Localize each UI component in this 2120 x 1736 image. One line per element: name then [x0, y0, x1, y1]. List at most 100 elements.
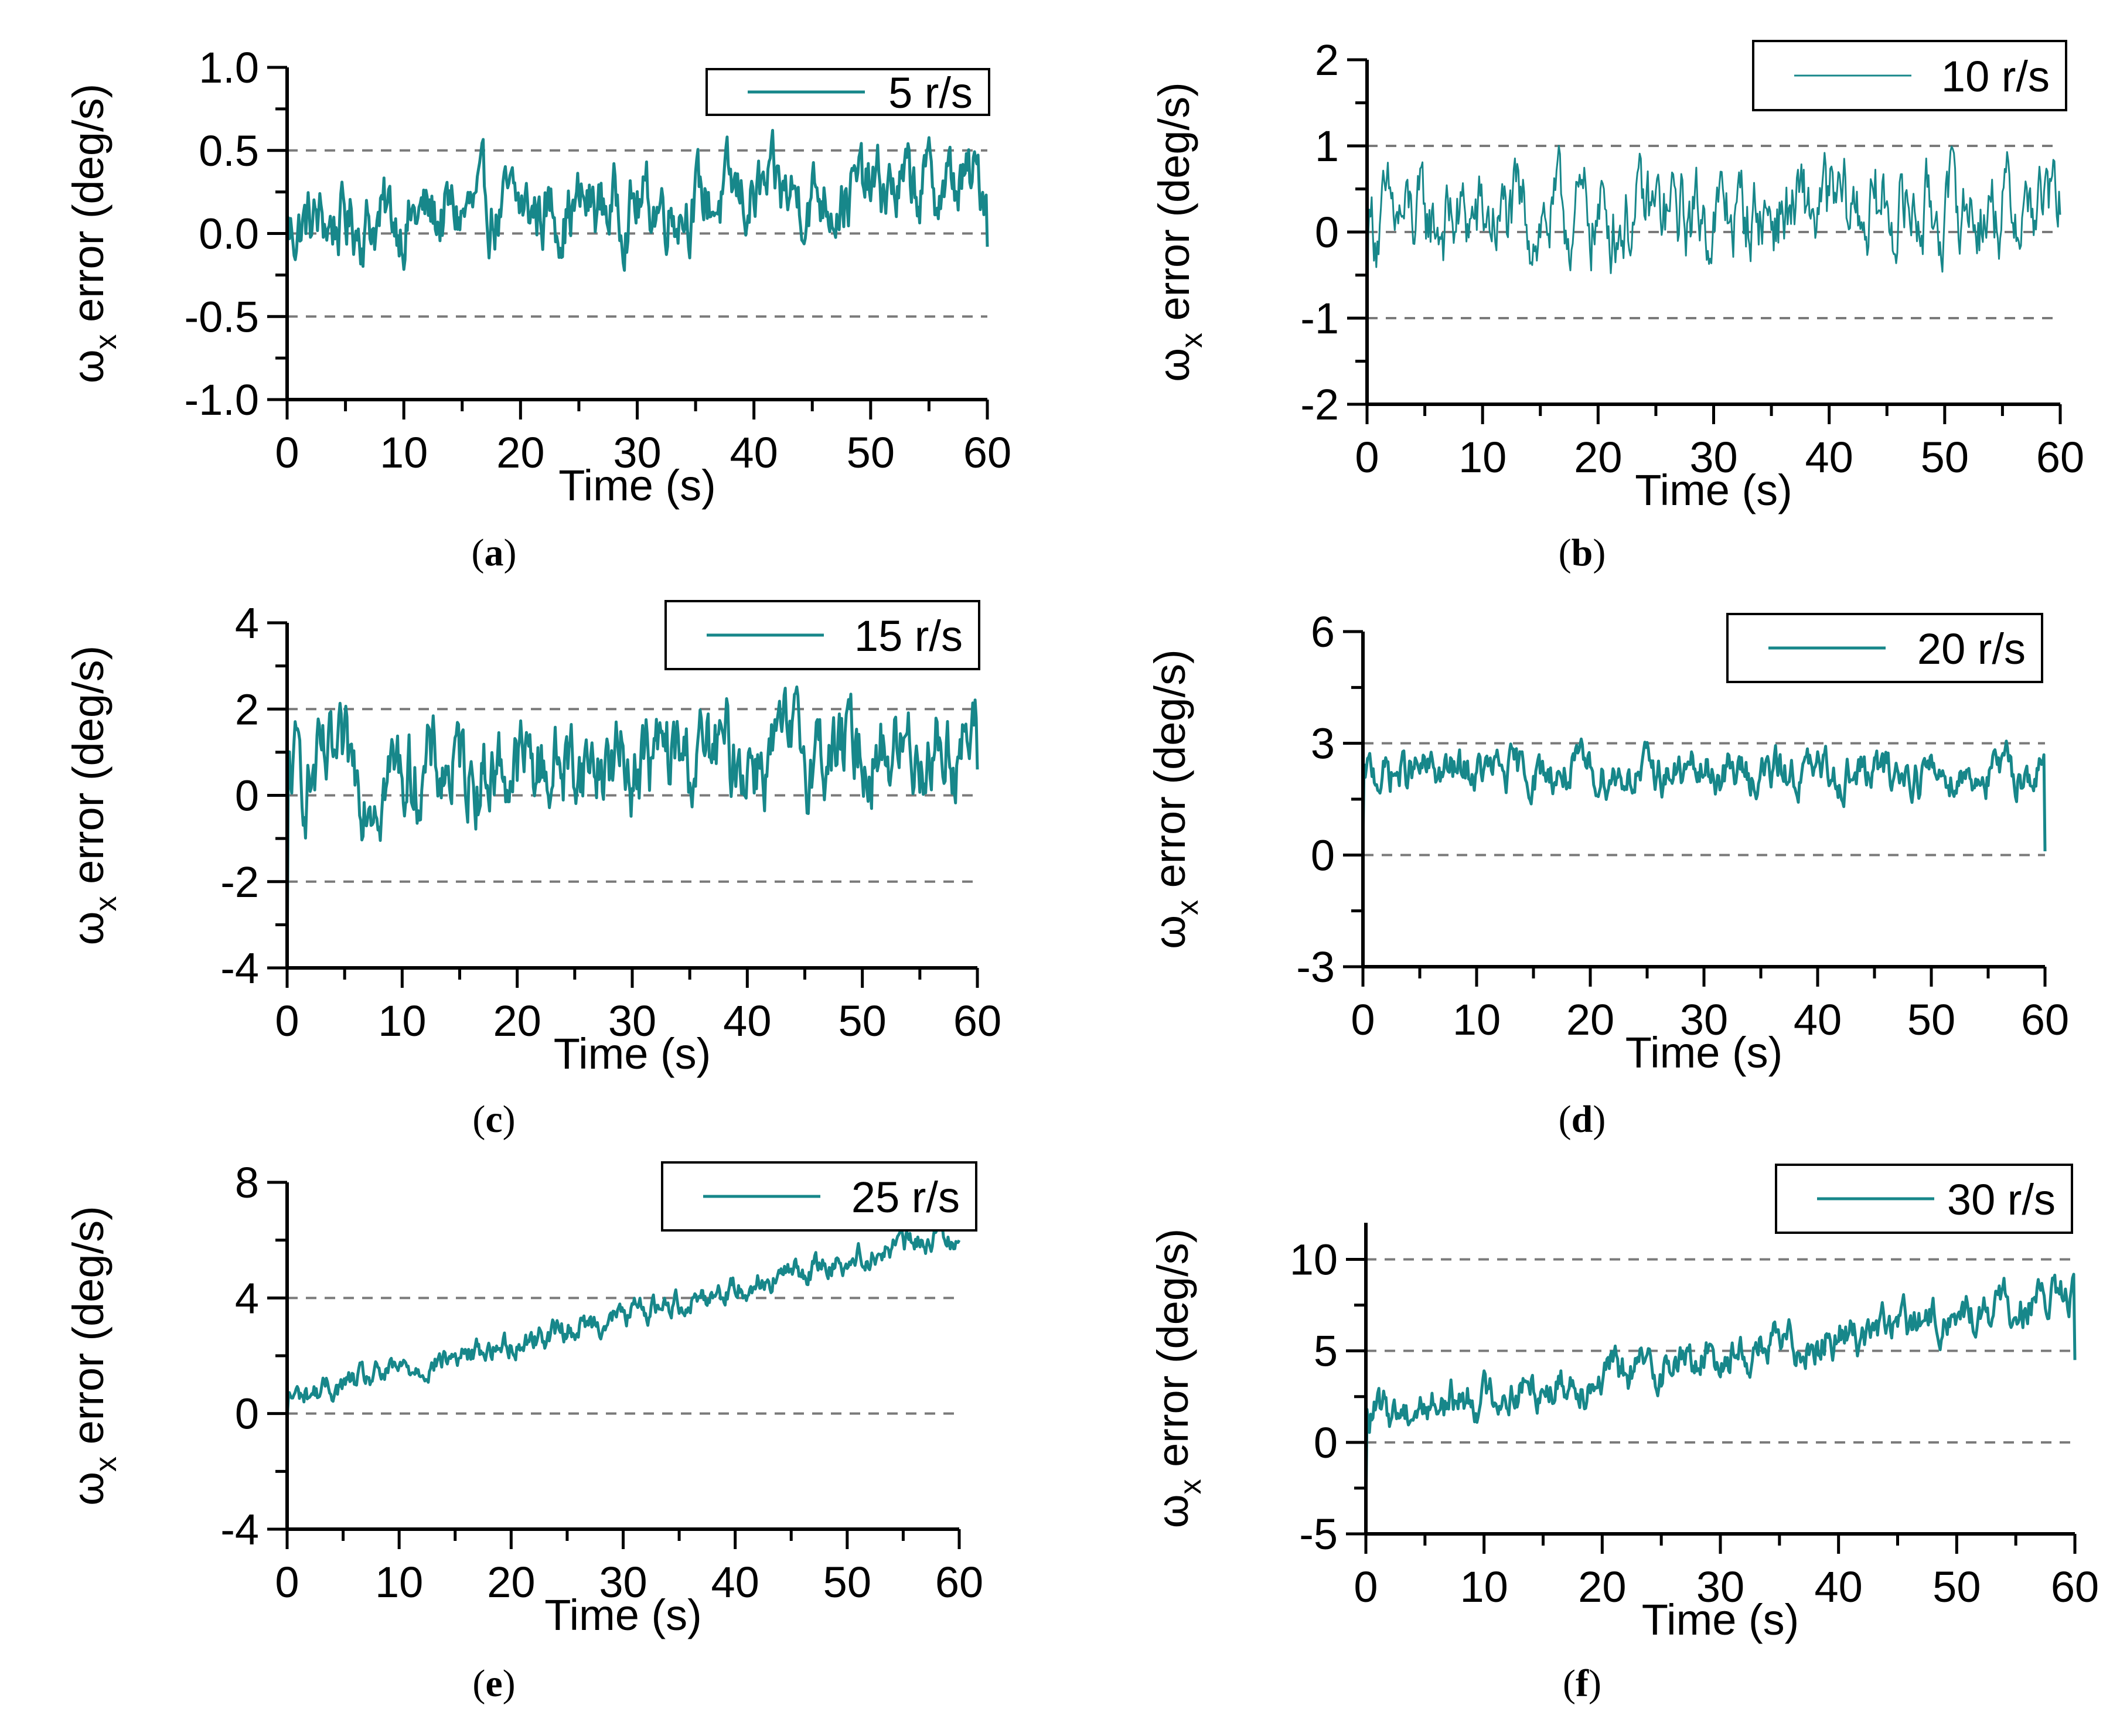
x-tick-label: 60	[2021, 995, 2069, 1044]
series-line	[285, 685, 979, 968]
y-tick-label: 0	[235, 1390, 259, 1438]
panel-caption: (b)	[1559, 531, 1606, 574]
x-tick-label: 40	[730, 428, 778, 477]
legend-label: 25 r/s	[851, 1173, 960, 1222]
y-tick-label: 0	[235, 772, 259, 820]
x-tick-label: 60	[953, 997, 1001, 1045]
y-tick-label: 0	[1315, 208, 1339, 257]
y-tick-label: 0	[1314, 1418, 1338, 1467]
y-tick-label: 0.0	[199, 210, 259, 258]
y-tick-label: 4	[235, 1274, 259, 1322]
y-tick-label: 2	[1315, 36, 1339, 84]
y-tick-label: -2	[220, 858, 259, 906]
x-tick-label: 30	[1689, 433, 1737, 482]
x-tick-label: 40	[723, 997, 771, 1045]
x-tick-label: 30	[608, 997, 656, 1045]
x-tick-label: 30	[1696, 1563, 1744, 1611]
y-axis-title: ωx error (deg/s)	[64, 84, 123, 383]
x-tick-label: 10	[380, 428, 428, 477]
x-tick-label: 40	[1794, 995, 1842, 1044]
y-tick-label: 4	[235, 599, 259, 647]
y-axis-title: ωx error (deg/s)	[1148, 1229, 1208, 1528]
series-line	[285, 1219, 961, 1420]
series-line	[1361, 737, 2047, 852]
x-tick-label: 10	[1453, 995, 1501, 1044]
panel-caption: (e)	[472, 1662, 515, 1705]
x-tick-label: 30	[1680, 995, 1728, 1044]
x-tick-label: 10	[1458, 433, 1507, 482]
panel-caption: (f)	[1563, 1662, 1601, 1705]
x-tick-label: 60	[2051, 1563, 2099, 1611]
series-line	[1366, 145, 2061, 405]
y-tick-label: -1	[1300, 294, 1339, 343]
x-tick-label: 10	[1460, 1563, 1508, 1611]
series-line	[1364, 1273, 2077, 1516]
x-tick-label: 40	[711, 1558, 759, 1607]
x-tick-label: 50	[1907, 995, 1955, 1044]
y-axis-title: ωx error (deg/s)	[64, 646, 123, 945]
legend-label: 15 r/s	[854, 612, 963, 660]
x-axis-title: Time (s)	[1642, 1595, 1799, 1644]
y-tick-label: -1.0	[184, 376, 259, 424]
y-tick-label: 1.0	[199, 43, 259, 92]
x-tick-label: 30	[599, 1558, 647, 1607]
x-tick-label: 20	[1578, 1563, 1626, 1611]
x-tick-label: 0	[1354, 1563, 1378, 1611]
x-tick-label: 60	[963, 428, 1011, 477]
x-tick-label: 10	[378, 997, 426, 1045]
x-tick-label: 40	[1815, 1563, 1863, 1611]
x-axis-title: Time (s)	[544, 1591, 702, 1639]
y-tick-label: 8	[235, 1158, 259, 1207]
x-tick-label: 0	[275, 428, 299, 477]
y-tick-label: 3	[1311, 719, 1335, 768]
panel-caption: (d)	[1559, 1098, 1606, 1141]
x-tick-label: 50	[847, 428, 895, 477]
y-tick-label: 5	[1314, 1327, 1338, 1376]
x-tick-label: 0	[275, 1558, 299, 1607]
y-tick-label: -3	[1296, 943, 1335, 991]
y-tick-label: 1	[1315, 122, 1339, 170]
y-tick-label: -4	[220, 944, 259, 993]
x-tick-label: 20	[487, 1558, 535, 1607]
x-tick-label: 0	[1355, 433, 1379, 482]
x-axis-title: Time (s)	[554, 1029, 711, 1078]
x-tick-label: 50	[1932, 1563, 1981, 1611]
y-tick-label: -5	[1299, 1510, 1338, 1558]
legend-label: 10 r/s	[1941, 52, 2050, 101]
x-tick-label: 20	[493, 997, 541, 1045]
x-tick-label: 40	[1805, 433, 1853, 482]
y-tick-label: 0	[1311, 831, 1335, 879]
y-tick-label: 6	[1311, 608, 1335, 656]
x-tick-label: 50	[839, 997, 887, 1045]
x-axis-title: Time (s)	[1635, 466, 1792, 514]
x-axis-title: Time (s)	[558, 461, 716, 510]
legend-label: 20 r/s	[1917, 625, 2026, 673]
legend-label: 5 r/s	[888, 69, 973, 117]
x-tick-label: 50	[823, 1558, 871, 1607]
panel-caption: (c)	[472, 1098, 515, 1141]
y-tick-label: -0.5	[184, 292, 259, 341]
x-tick-label: 30	[613, 428, 661, 477]
x-axis-title: Time (s)	[1625, 1028, 1783, 1077]
y-tick-label: -2	[1300, 380, 1339, 429]
y-tick-label: 2	[235, 685, 259, 734]
series-line	[285, 129, 989, 272]
x-tick-label: 20	[1574, 433, 1622, 482]
x-tick-label: 10	[375, 1558, 423, 1607]
x-tick-label: 60	[935, 1558, 983, 1607]
y-tick-label: 10	[1290, 1235, 1338, 1284]
x-tick-label: 50	[1921, 433, 1969, 482]
panel-caption: (a)	[472, 531, 517, 574]
x-tick-label: 0	[275, 997, 299, 1045]
legend-label: 30 r/s	[1947, 1175, 2056, 1224]
chart-panel-a: 1.0 0.5 0.0 -0.5 -1.0 0 10 20 30 40 50 60 Time (s) ωx…	[64, 43, 1011, 574]
y-axis-title: ωx error (deg/s)	[1146, 649, 1205, 949]
y-tick-label: -4	[220, 1505, 259, 1554]
x-tick-label: 20	[1566, 995, 1614, 1044]
